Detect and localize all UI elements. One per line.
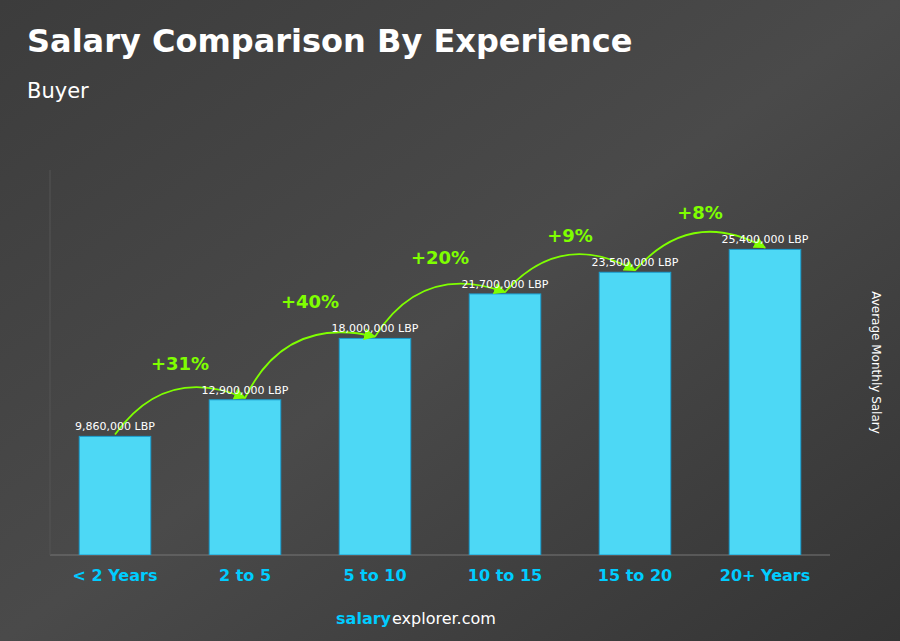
annotation: +9% [547, 225, 593, 246]
background [0, 0, 900, 641]
arrows [115, 232, 765, 435]
bar [729, 249, 801, 555]
x-tick-label: 2 to 5 [219, 566, 271, 585]
y-axis-label: Average Monthly Salary [869, 291, 883, 434]
x-axis-line [50, 555, 830, 556]
bar [469, 294, 541, 555]
annotation: +40% [281, 291, 339, 312]
data-label: 25,400,000 LBP [722, 233, 809, 246]
data-label: 18,000,000 LBP [332, 322, 419, 335]
x-tick-label: 15 to 20 [598, 566, 672, 585]
data-label: 23,500,000 LBP [592, 256, 679, 269]
x-tick-label: 20+ Years [720, 566, 810, 585]
data-label: 12,900,000 LBP [202, 384, 289, 397]
bar [339, 338, 411, 555]
annotation: +8% [677, 202, 723, 223]
chart: Salary Comparison By Experience Buyer 9,86… [0, 0, 900, 641]
watermark: explorer.com [392, 609, 496, 628]
x-tick-label: 10 to 15 [468, 566, 542, 585]
subtitle: Buyer [27, 79, 89, 103]
annotation: +31% [151, 353, 209, 374]
data-label: 21,700,000 LBP [462, 278, 549, 291]
bar [599, 272, 671, 555]
data-label: 9,860,000 LBP [75, 420, 155, 433]
x-tick-label: < 2 Years [73, 566, 158, 585]
x-tick-label: 5 to 10 [343, 566, 406, 585]
bar [209, 400, 281, 555]
title: Salary Comparison By Experience [27, 22, 632, 60]
bar [79, 436, 151, 555]
watermark: salary [336, 609, 391, 628]
annotation: +20% [411, 247, 469, 268]
bars [79, 249, 801, 555]
y-axis-line [50, 170, 51, 555]
